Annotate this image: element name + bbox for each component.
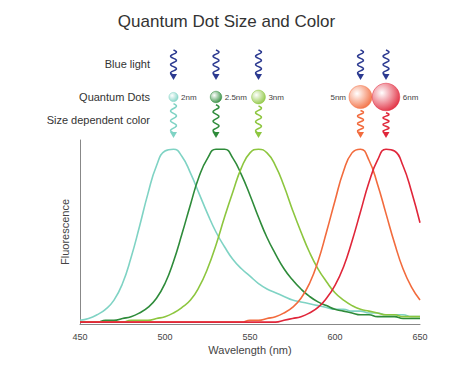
svg-text:550: 550 [242,332,257,342]
svg-text:Wavelength (nm): Wavelength (nm) [208,344,291,356]
svg-text:2.5nm: 2.5nm [225,93,248,102]
svg-text:Fluorescence: Fluorescence [59,199,71,265]
svg-text:Size dependent color: Size dependent color [47,114,151,126]
svg-text:2nm: 2nm [181,93,197,102]
svg-text:6nm: 6nm [403,93,419,102]
svg-text:450: 450 [72,332,87,342]
svg-text:3nm: 3nm [268,93,284,102]
svg-text:500: 500 [157,332,172,342]
svg-text:5nm: 5nm [330,93,346,102]
svg-text:650: 650 [412,332,427,342]
svg-text:600: 600 [327,332,342,342]
svg-text:Quantum Dots: Quantum Dots [79,91,150,103]
svg-text:Blue light: Blue light [105,58,150,70]
svg-text:Quantum Dot Size and Color: Quantum Dot Size and Color [118,12,336,31]
